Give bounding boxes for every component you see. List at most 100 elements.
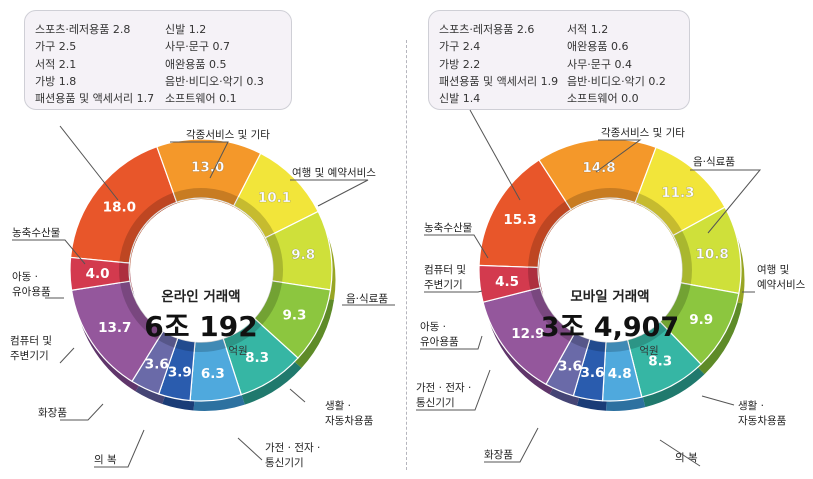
online-value-label: 10.1 xyxy=(258,190,291,206)
online-value-label: 9.8 xyxy=(291,247,315,263)
leader-line xyxy=(94,429,145,468)
mobile-breakdown-item: 소프트웨어 0.0 xyxy=(567,92,639,106)
online-label-agri: 농축수산물 xyxy=(12,227,61,239)
mobile-breakdown-item: 서적 1.2 xyxy=(567,23,609,36)
mobile-slice-shade xyxy=(565,187,639,210)
online-donut: 18.0 13.0 10.1 9.8 9.3 8.3 6.3 3.93.6 13.7 4.0 xyxy=(69,138,336,411)
online-center-title: 온라인 거래액 xyxy=(161,288,240,305)
online-donut-hole xyxy=(130,199,272,341)
mobile-breakdown-item: 사무·문구 0.4 xyxy=(567,57,632,71)
online-slice-shade xyxy=(157,331,178,348)
mobile-slice-10 xyxy=(478,264,541,303)
mobile-value-label: 3.6 xyxy=(581,365,605,381)
online-breakdown-item: 스포츠·레저용품 2.8 xyxy=(35,23,131,36)
leader-line xyxy=(416,369,491,411)
online-breakdown-item: 음반·비디오·악기 0.3 xyxy=(165,74,264,88)
mobile-value-label: 11.3 xyxy=(661,185,694,201)
mobile-value-label: 4.8 xyxy=(608,366,632,382)
online-label-living: 생활 · 자동차용품 xyxy=(325,399,374,427)
mobile-value-label: 3.6 xyxy=(558,358,582,374)
mobile-breakdown-box: 스포츠·레저용품 2.6 가구 2.4 가방 2.2 패션용품 및 액세서리 1… xyxy=(428,10,690,110)
leader-line xyxy=(424,290,483,293)
online-label-computer: 컴퓨터 및 주변기기 xyxy=(10,335,52,362)
leader-line xyxy=(59,125,119,201)
mobile-slice-shade xyxy=(530,287,575,342)
leader-lines xyxy=(12,109,762,468)
online-breakdown-item: 애완용품 0.5 xyxy=(165,57,227,71)
mobile-label-electronics: 가전 · 전자 · 통신기기 xyxy=(416,382,471,409)
online-value-label: 4.0 xyxy=(86,266,110,282)
online-value-label: 13.7 xyxy=(98,320,131,336)
leader-line xyxy=(701,395,735,406)
mobile-label-kids: 아동 · 유아용품 xyxy=(420,321,459,348)
mobile-breakdown-col-2: 서적 1.2 애완용품 0.6 사무·문구 0.4 음반·비디오·악기 0.2 … xyxy=(567,21,666,107)
online-breakdown-item: 서적 2.1 xyxy=(35,57,77,71)
online-label-food: 음·식료품 xyxy=(346,293,388,305)
online-slice-shade xyxy=(173,187,239,206)
leader-line xyxy=(237,437,263,461)
online-label-electronics: 가전 · 전자 · 통신기기 xyxy=(265,442,320,469)
leader-line xyxy=(420,335,483,350)
online-slice-shade xyxy=(223,318,262,349)
online-label-travel: 여행 및 예약서비스 xyxy=(292,166,376,179)
online-breakdown-col-1: 스포츠·레저용품 2.8 가구 2.5 서적 2.1 가방 1.8 패션용품 및… xyxy=(35,21,154,107)
online-breakdown-item: 가구 2.5 xyxy=(35,40,77,54)
mobile-label-agri: 농축수산물 xyxy=(424,222,473,234)
online-value-label: 3.9 xyxy=(168,364,192,380)
mobile-breakdown-item: 가구 2.4 xyxy=(439,40,481,54)
mobile-label-computer: 컴퓨터 및 주변기기 xyxy=(424,264,466,291)
mobile-slice-shade xyxy=(673,230,692,285)
mobile-value-label: 15.3 xyxy=(503,212,536,228)
online-breakdown-item: 신발 1.2 xyxy=(165,23,207,36)
mobile-breakdown-item: 신발 1.4 xyxy=(439,92,481,106)
online-label-misc: 각종서비스 및 기타 xyxy=(186,129,270,141)
mobile-value-label: 4.5 xyxy=(495,274,519,290)
mobile-slice-shade xyxy=(587,339,606,352)
online-value-label: 6.3 xyxy=(201,366,225,382)
mobile-value-label: 14.8 xyxy=(582,160,615,176)
mobile-center-title: 모바일 거래액 xyxy=(570,288,649,305)
online-label-clothing: 의 복 xyxy=(94,454,117,466)
online-slice-shade xyxy=(119,281,164,340)
online-breakdown-box: 스포츠·레저용품 2.8 가구 2.5 서적 2.1 가방 1.8 패션용품 및… xyxy=(24,10,292,110)
online-slice-shade xyxy=(233,197,275,238)
mobile-center-value: 3조 4,907 xyxy=(541,312,679,343)
online-slice-shade xyxy=(265,233,283,283)
mobile-label-cosmetics: 화장품 xyxy=(484,449,513,461)
mobile-slice-shade xyxy=(527,267,541,291)
leader-line xyxy=(289,388,306,403)
online-breakdown-col-2: 신발 1.2 사무·문구 0.7 애완용품 0.5 음반·비디오·악기 0.3 … xyxy=(165,21,264,107)
mobile-slice-shade xyxy=(627,321,667,350)
mobile-value-label: 10.8 xyxy=(696,246,729,262)
online-slice-shade xyxy=(174,338,196,352)
mobile-label-living: 생활 · 자동차용품 xyxy=(738,399,787,427)
mobile-donut: 15.314.811.310.89.98.34.83.63.612.94.5 xyxy=(478,138,745,411)
mobile-value-label: 12.9 xyxy=(511,326,544,342)
leader-line xyxy=(690,169,762,234)
mobile-label-food: 음·식료품 xyxy=(693,156,735,168)
mobile-slice-shade xyxy=(528,201,571,268)
online-center-value: 6조 192 xyxy=(144,310,257,343)
online-breakdown-item: 소프트웨어 0.1 xyxy=(165,92,237,106)
mobile-value-label: 9.9 xyxy=(689,312,713,328)
leader-line xyxy=(60,403,104,421)
mobile-label-travel: 여행 및 예약서비스 xyxy=(757,264,806,291)
mobile-donut-hole xyxy=(539,199,681,341)
mobile-breakdown-item: 가방 2.2 xyxy=(439,57,481,71)
online-label-kids: 아동 · 유아용품 xyxy=(12,271,51,298)
online-breakdown-item: 사무·문구 0.7 xyxy=(165,40,230,54)
online-slice-shade xyxy=(254,280,283,326)
online-slice-shade xyxy=(119,192,177,264)
online-breakdown-item: 가방 1.8 xyxy=(35,74,77,88)
leader-line xyxy=(659,439,701,467)
mobile-breakdown-col-1: 스포츠·레저용품 2.6 가구 2.4 가방 2.2 패션용품 및 액세서리 1… xyxy=(439,21,558,107)
mobile-breakdown-item: 패션용품 및 액세서리 1.9 xyxy=(439,74,559,88)
online-value-label: 9.3 xyxy=(282,308,306,324)
leader-line xyxy=(595,139,642,173)
mobile-slice-shade xyxy=(635,193,682,236)
mobile-slice-shade xyxy=(605,339,630,352)
online-slice-shade xyxy=(118,262,130,283)
leader-line xyxy=(469,109,521,201)
mobile-label-misc: 각종서비스 및 기타 xyxy=(601,127,685,139)
